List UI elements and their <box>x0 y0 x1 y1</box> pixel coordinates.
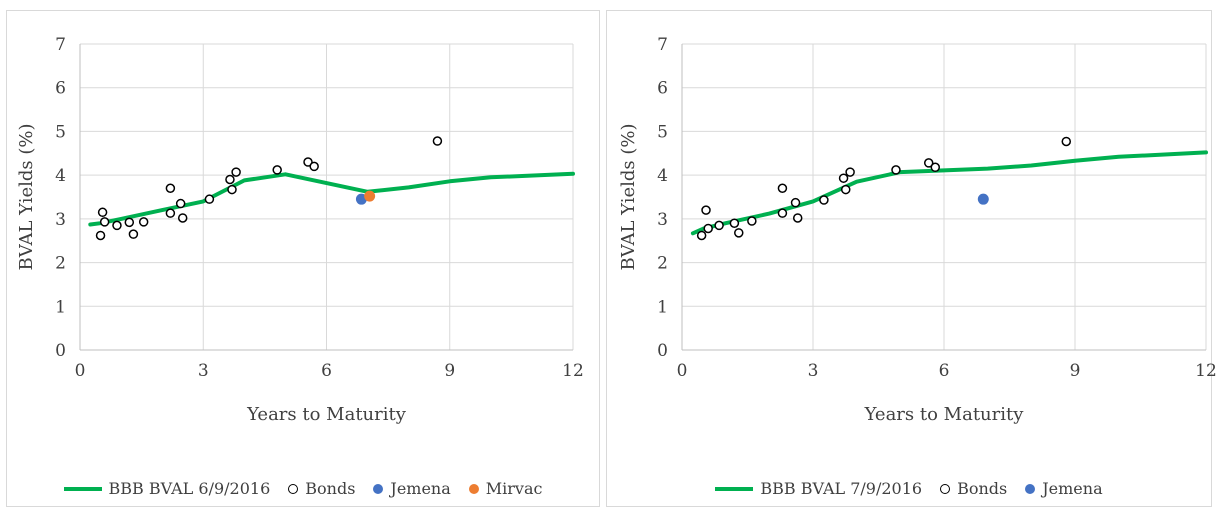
bond-point <box>891 165 901 175</box>
x-tick-label: 12 <box>1195 361 1217 381</box>
legend-item: BBB BVAL 6/9/2016 <box>63 479 271 498</box>
bond-point <box>747 216 757 226</box>
bond-point <box>128 229 139 239</box>
bond-point <box>838 173 849 183</box>
legend-line-swatch <box>715 486 754 491</box>
bond-point <box>1061 136 1072 147</box>
y-axis-title: BVAL Yields (%) <box>16 123 37 270</box>
legend-item: Jemena <box>373 479 451 498</box>
y-tick-label: 7 <box>657 35 668 55</box>
bond-point <box>165 183 176 194</box>
bond-point <box>819 195 829 205</box>
bond-point <box>714 220 724 231</box>
bond-point <box>175 198 186 209</box>
bond-point <box>231 167 241 177</box>
bond-point <box>845 167 855 177</box>
x-tick-label: 3 <box>198 361 209 381</box>
bond-point <box>97 207 108 218</box>
bond-point <box>272 165 282 175</box>
jemena-point <box>977 193 989 205</box>
mirvac-point <box>364 190 376 202</box>
bond-point <box>790 197 801 208</box>
legend-label: Jemena <box>1042 479 1103 498</box>
legend-label: BBB BVAL 7/9/2016 <box>760 479 923 498</box>
bond-point <box>112 220 122 231</box>
bond-point <box>701 205 711 215</box>
bval-curve-line <box>88 171 575 227</box>
bond-point <box>177 213 188 223</box>
bond-point <box>923 158 934 168</box>
bond-point <box>792 213 803 223</box>
legend-marker-swatch <box>1025 483 1036 494</box>
legend-label: Mirvac <box>485 479 543 498</box>
bval-curve-line <box>690 150 1208 236</box>
legend-marker-swatch <box>288 483 299 494</box>
y-tick-label: 1 <box>55 297 66 317</box>
bond-point <box>734 228 744 238</box>
bond-point <box>225 174 235 185</box>
bond-point <box>777 183 788 194</box>
x-tick-label: 9 <box>444 361 455 381</box>
bond-point <box>95 230 106 241</box>
legend-label: Bonds <box>957 479 1008 498</box>
x-axis-title: Years to Maturity <box>246 404 407 425</box>
bond-point <box>309 161 319 172</box>
legend-right: BBB BVAL 7/9/2016 Bonds Jemena <box>607 479 1211 498</box>
y-tick-label: 5 <box>657 122 668 142</box>
y-tick-label: 1 <box>657 297 668 317</box>
y-tick-label: 0 <box>657 341 668 361</box>
y-tick-label: 3 <box>657 210 668 230</box>
y-tick-label: 5 <box>55 122 66 142</box>
y-tick-label: 0 <box>55 341 66 361</box>
bond-point <box>703 223 713 234</box>
x-tick-label: 3 <box>808 361 819 381</box>
x-tick-label: 0 <box>677 361 688 381</box>
legend-left: BBB BVAL 6/9/2016 Bonds Jemena Mirvac <box>7 479 599 498</box>
legend-label: Jemena <box>390 479 451 498</box>
legend-item: BBB BVAL 7/9/2016 <box>715 479 922 498</box>
legend-marker-swatch <box>468 483 479 494</box>
x-tick-label: 6 <box>321 361 332 381</box>
x-tick-label: 9 <box>1070 361 1081 381</box>
bond-point <box>432 136 443 146</box>
bond-point <box>99 217 110 227</box>
bond-point <box>777 208 788 218</box>
bond-point <box>696 230 707 241</box>
x-tick-label: 0 <box>75 361 86 381</box>
bond-point <box>227 184 237 195</box>
bond-point <box>841 184 851 195</box>
bond-point <box>138 217 149 227</box>
y-tick-label: 4 <box>55 166 66 186</box>
legend-label: BBB BVAL 6/9/2016 <box>108 479 271 498</box>
bond-point <box>303 157 313 167</box>
y-axis-title: BVAL Yields (%) <box>618 123 639 270</box>
bond-point <box>165 208 176 218</box>
x-tick-label: 12 <box>562 361 584 381</box>
legend-line-swatch <box>63 486 102 491</box>
y-tick-label: 3 <box>55 210 66 230</box>
y-tick-label: 2 <box>55 254 66 274</box>
bond-point <box>124 217 135 228</box>
legend-item: Jemena <box>1025 479 1103 498</box>
y-tick-label: 6 <box>55 79 66 99</box>
bond-point <box>930 162 941 173</box>
chart-panel-right: 0 3 6 9 12 0 1 2 3 4 5 6 7 Years to Maturity BVAL Yiel… <box>606 10 1217 507</box>
y-tick-label: 4 <box>657 166 668 186</box>
legend-item: Bonds <box>288 479 355 498</box>
legend-label: Bonds <box>305 479 356 498</box>
legend-marker-swatch <box>373 483 384 494</box>
legend-marker-swatch <box>940 483 951 494</box>
y-tick-label: 7 <box>55 35 66 55</box>
x-axis-title: Years to Maturity <box>864 404 1025 425</box>
x-tick-label: 6 <box>939 361 950 381</box>
bond-point <box>204 194 215 204</box>
bond-point <box>729 218 740 228</box>
legend-item: Bonds <box>940 479 1007 498</box>
y-tick-label: 2 <box>657 254 668 274</box>
y-tick-label: 6 <box>657 79 668 99</box>
legend-item: Mirvac <box>468 479 543 498</box>
chart-panel-left: 0 3 6 9 12 0 1 2 3 4 5 6 7 Years to Maturity BVAL Yiel… <box>6 10 600 507</box>
